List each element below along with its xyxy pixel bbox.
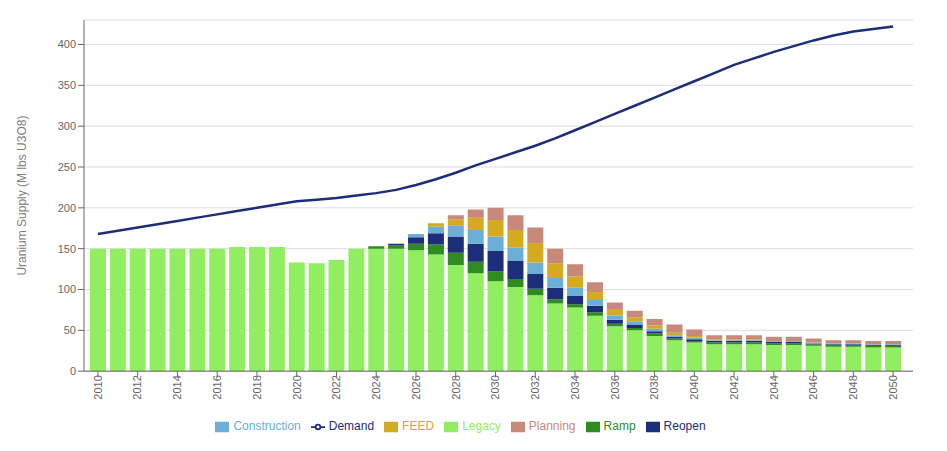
svg-text:200: 200 — [58, 202, 76, 214]
svg-text:2018: 2018 — [251, 375, 263, 399]
svg-text:2048: 2048 — [847, 375, 859, 399]
svg-text:250: 250 — [58, 161, 76, 173]
svg-text:2012: 2012 — [131, 375, 143, 399]
svg-text:2050: 2050 — [887, 375, 899, 399]
svg-text:2036: 2036 — [609, 375, 621, 399]
svg-text:2046: 2046 — [807, 375, 819, 399]
svg-text:2016: 2016 — [211, 375, 223, 399]
html-text:Planning: Planning — [528, 419, 576, 434]
svg-text:2042: 2042 — [728, 375, 740, 399]
svg-text:50: 50 — [64, 324, 76, 336]
svg-text:150: 150 — [58, 243, 76, 255]
svg-text:2022: 2022 — [330, 375, 342, 399]
svg-text:2032: 2032 — [529, 375, 541, 399]
html-text:Legacy: Legacy — [462, 419, 501, 434]
html-text:Construction: Construction — [233, 419, 301, 434]
svg-text:100: 100 — [58, 283, 76, 295]
svg-text:2030: 2030 — [489, 375, 501, 399]
svg-text:2020: 2020 — [291, 375, 303, 399]
svg-text:2010: 2010 — [92, 375, 104, 399]
html-text:FEED: FEED — [402, 419, 435, 434]
svg-text:2014: 2014 — [171, 375, 183, 399]
svg-text:Uranium Supply (M lbs U3O8): Uranium Supply (M lbs U3O8) — [15, 116, 29, 276]
svg-text:2028: 2028 — [450, 375, 462, 399]
html-text:Reopen: Reopen — [663, 419, 706, 434]
html-text:Demand: Demand — [328, 419, 375, 434]
svg-text:0: 0 — [70, 365, 76, 377]
html-text:Ramp: Ramp — [603, 419, 636, 434]
svg-text:2038: 2038 — [648, 375, 660, 399]
svg-text:300: 300 — [58, 120, 76, 132]
svg-text:2034: 2034 — [569, 375, 581, 399]
svg-text:2044: 2044 — [768, 375, 780, 399]
svg-text:2040: 2040 — [688, 375, 700, 399]
svg-text:350: 350 — [58, 79, 76, 91]
svg-text:2026: 2026 — [410, 375, 422, 399]
svg-text:2024: 2024 — [370, 375, 382, 399]
svg-text:400: 400 — [58, 38, 76, 50]
